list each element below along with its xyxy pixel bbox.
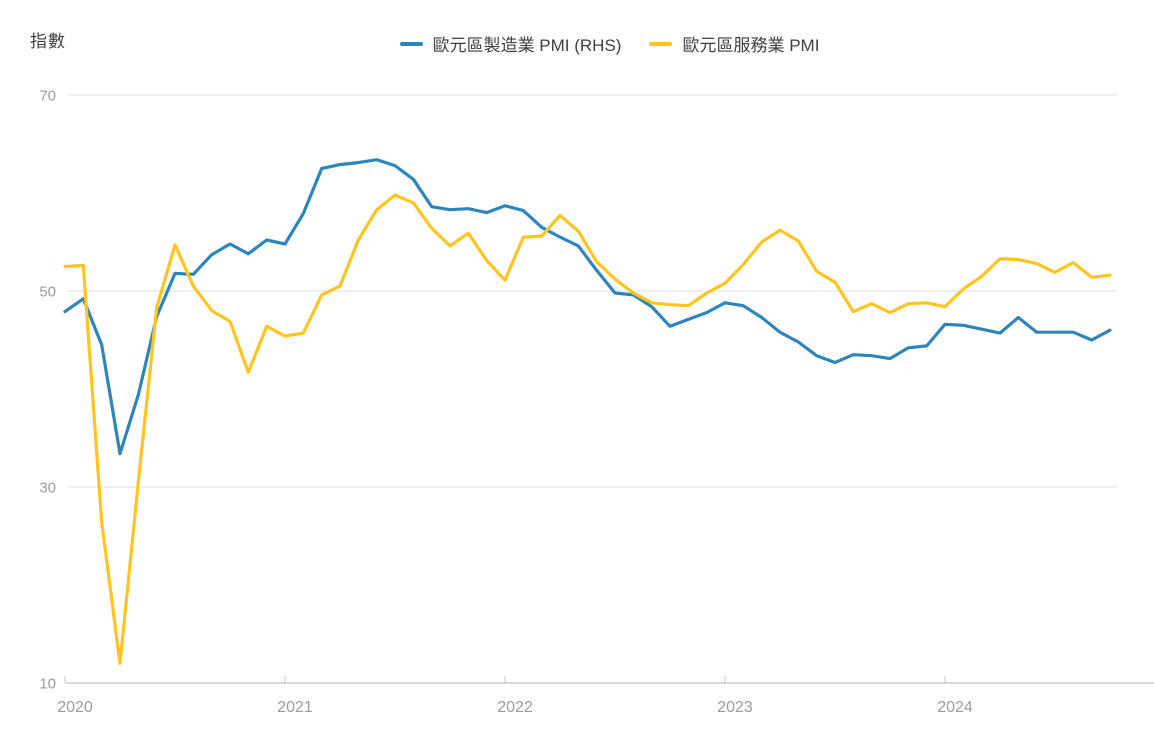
x-tick-label: 2024 bbox=[937, 699, 973, 716]
x-tick-label: 2022 bbox=[497, 699, 533, 716]
legend-item-manufacturing-pmi[interactable]: 歐元區製造業 PMI (RHS) bbox=[399, 31, 622, 56]
y-tick-label: 70 bbox=[39, 88, 56, 105]
legend-item-services-pmi[interactable]: 歐元區服務業 PMI bbox=[649, 31, 819, 56]
y-tick-label: 10 bbox=[39, 676, 56, 693]
y-axis-title: 指數 bbox=[30, 32, 66, 51]
y-tick-label: 50 bbox=[39, 284, 56, 301]
x-tick-label: 2020 bbox=[57, 699, 93, 716]
services-pmi-line bbox=[63, 193, 1112, 666]
x-tick-label: 2021 bbox=[277, 699, 313, 716]
manufacturing-line-swatch-icon bbox=[399, 41, 423, 46]
x-tick-label: 2023 bbox=[717, 699, 753, 716]
legend-label-manufacturing: 歐元區製造業 PMI (RHS) bbox=[432, 36, 622, 55]
manufacturing-pmi-line bbox=[63, 158, 1112, 456]
legend: 歐元區製造業 PMI (RHS) 歐元區服務業 PMI bbox=[65, 31, 1154, 56]
services-line-swatch-icon bbox=[649, 41, 673, 46]
y-tick-label: 30 bbox=[39, 480, 56, 497]
legend-label-services: 歐元區服務業 PMI bbox=[682, 36, 820, 55]
